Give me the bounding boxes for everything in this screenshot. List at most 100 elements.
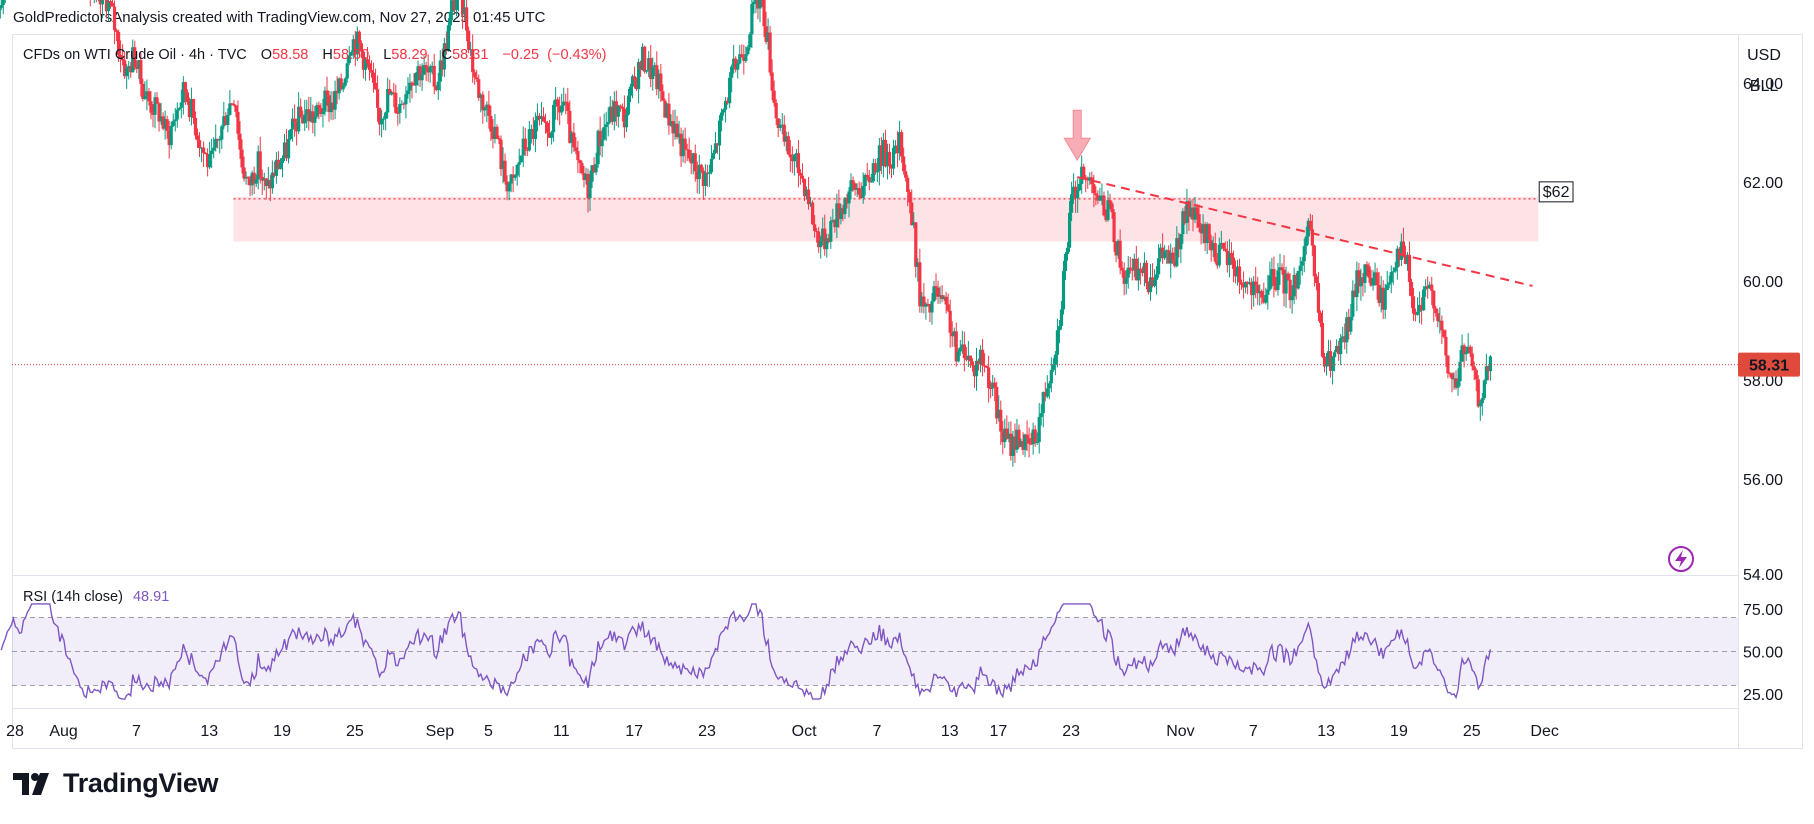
candle-body — [974, 360, 979, 377]
candle-body — [770, 72, 774, 91]
candle-body — [630, 76, 635, 87]
candle-body — [602, 127, 606, 140]
candle-body — [545, 122, 550, 133]
x-tick-label: 28 — [6, 723, 24, 740]
candle-body — [465, 7, 469, 31]
x-tick-label: Oct — [792, 723, 817, 740]
candle-body — [1304, 236, 1308, 247]
candle-body — [912, 222, 916, 226]
candle-body — [121, 58, 125, 61]
candle-body — [843, 198, 847, 215]
candle-body — [327, 95, 331, 113]
candle-body — [895, 145, 900, 154]
candle-body — [179, 102, 183, 108]
candle-body — [1300, 261, 1304, 266]
candle-body — [600, 139, 604, 147]
candle-body — [863, 174, 867, 187]
candle-body — [1484, 366, 1488, 381]
candle-body — [147, 91, 151, 102]
candle-body — [1444, 336, 1448, 356]
candle-body — [278, 163, 283, 170]
candle-body — [1031, 429, 1035, 445]
candle-body — [189, 98, 194, 118]
candle-body — [244, 176, 248, 179]
candle-body — [788, 154, 792, 158]
candle-body — [1156, 258, 1161, 275]
candle-body — [1452, 378, 1456, 380]
candle-body — [422, 65, 426, 75]
candle-body — [214, 138, 218, 148]
legend-interval[interactable]: 4h — [189, 47, 205, 63]
candle-body — [1132, 258, 1136, 270]
candle-body — [1191, 207, 1195, 220]
candle-body — [489, 115, 493, 132]
candle-body — [137, 60, 141, 69]
candle-body — [386, 88, 390, 113]
candle-body — [1169, 252, 1173, 264]
candle-body — [1072, 186, 1076, 195]
candle-body — [234, 105, 238, 112]
candle-body — [804, 189, 809, 197]
candle-body — [1250, 282, 1254, 296]
candle-body — [1122, 270, 1126, 284]
legend-instrument[interactable]: CFDs on WTI Crude Oil — [23, 47, 176, 63]
lightning-icon[interactable] — [1668, 546, 1694, 572]
candle-body — [1128, 267, 1132, 270]
candle-body — [513, 175, 517, 178]
candle-body — [879, 145, 883, 167]
candle-body — [683, 138, 687, 150]
candle-body — [169, 125, 173, 146]
candle-body — [230, 103, 234, 105]
zone-label: $62 — [1543, 184, 1570, 201]
candle-body — [450, 0, 455, 12]
rsi-legend-label[interactable]: RSI (14h close) — [23, 589, 123, 605]
candle-body — [588, 181, 592, 199]
legend-high: 58.60 — [333, 47, 369, 63]
candle-body — [1241, 284, 1246, 288]
candle-body — [293, 118, 297, 123]
candle-body — [748, 34, 752, 48]
candle-body — [353, 39, 357, 55]
candle-body — [679, 133, 683, 157]
candle-body — [1102, 195, 1106, 216]
candle-body — [1361, 277, 1365, 283]
candle-body — [701, 170, 705, 186]
candle-body — [1019, 441, 1023, 447]
candle-body — [806, 189, 811, 205]
currency-label[interactable]: USD — [1747, 47, 1781, 64]
candle-body — [968, 355, 973, 362]
tradingview-logo[interactable]: TradingView — [13, 768, 219, 799]
y-tick-label-cut: 54.00 — [1743, 567, 1783, 584]
candle-body — [201, 147, 206, 153]
candle-body — [1426, 286, 1430, 289]
candle-body — [853, 183, 857, 190]
candle-body — [626, 95, 631, 115]
candle-body — [592, 165, 596, 173]
candle-body — [1462, 345, 1466, 355]
candle-body — [1229, 252, 1234, 258]
candle-body — [0, 8, 1, 19]
candle-body — [197, 140, 202, 148]
candle-body — [746, 47, 750, 55]
rsi-legend: RSI (14h close) 48.91 — [23, 589, 169, 605]
candle-body — [689, 158, 693, 164]
candle-body — [948, 310, 952, 333]
candle-body — [1067, 212, 1072, 248]
candle-body — [1175, 238, 1179, 267]
legend-close: 58.31 — [452, 47, 488, 63]
candle-body — [394, 93, 398, 113]
candle-body — [1104, 215, 1108, 221]
candle-body — [1235, 266, 1240, 277]
candle-body — [216, 138, 220, 140]
candle-body — [610, 106, 614, 122]
candle-body — [408, 82, 412, 91]
candle-body — [980, 349, 985, 366]
x-tick-label: 23 — [698, 723, 716, 740]
candle-body — [1442, 330, 1446, 337]
candle-body — [1328, 351, 1333, 371]
candle-body — [1173, 260, 1177, 267]
candle-body — [1322, 356, 1327, 367]
unit-label[interactable]: BLL — [1750, 78, 1779, 95]
candle-body — [661, 91, 665, 101]
